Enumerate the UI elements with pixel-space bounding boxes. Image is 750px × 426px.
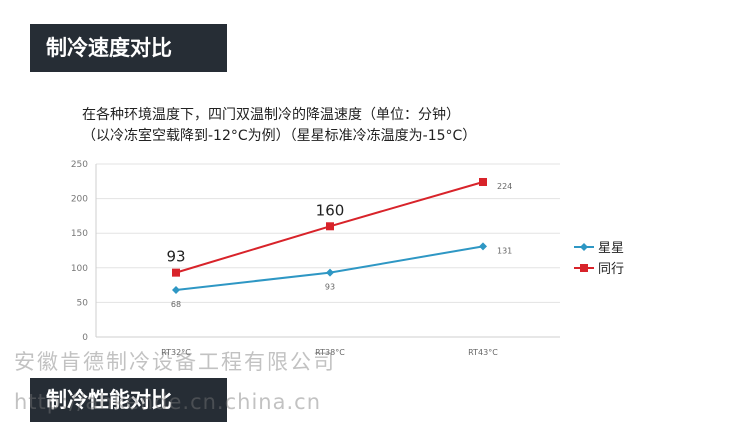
chart-heading-line-1: 在各种环境温度下，四门双温制冷的降温速度（单位：分钟） bbox=[82, 107, 460, 123]
chart-heading-line-2: （以冷冻室空载降到-12°C为例）（星星标准冷冻温度为-15°C） bbox=[82, 128, 477, 144]
data-label-s0-1: 93 bbox=[325, 283, 335, 292]
y-tick-label-150: 150 bbox=[71, 229, 88, 239]
section-banner-cooling-speed: 制冷速度对比 bbox=[30, 24, 227, 72]
legend-marker-0 bbox=[580, 243, 588, 251]
data-label-s0-0: 68 bbox=[171, 300, 181, 309]
y-tick-label-50: 50 bbox=[77, 298, 89, 308]
data-point-s1-2 bbox=[479, 177, 487, 186]
data-label-s1-0: 93 bbox=[166, 248, 185, 266]
data-point-s0-1 bbox=[326, 268, 334, 277]
legend-label-1: 同行 bbox=[598, 262, 624, 277]
y-tick-label-0: 0 bbox=[82, 333, 88, 343]
section-banner-cooling-speed-label: 制冷速度对比 bbox=[46, 35, 172, 60]
data-point-s1-1 bbox=[326, 222, 334, 231]
x-tick-label-1: RT38°C bbox=[315, 348, 345, 357]
watermark-company: 安徽肯德制冷设备工程有限公司 bbox=[14, 350, 336, 374]
legend-label-0: 星星 bbox=[598, 241, 624, 256]
data-label-s1-2: 224 bbox=[497, 182, 512, 191]
section-banner-cooling-performance-label: 制冷性能对比 bbox=[46, 387, 172, 412]
legend-marker-1 bbox=[580, 264, 588, 272]
chart-axes: 0 50 100 150 200 250 RT32°C RT38°C RT43°C bbox=[71, 160, 560, 357]
section-banner-cooling-performance: 制冷性能对比 bbox=[30, 378, 227, 422]
data-point-s1-0 bbox=[172, 268, 180, 277]
x-tick-label-2: RT43°C bbox=[468, 348, 498, 357]
y-tick-label-200: 200 bbox=[71, 195, 88, 205]
watermark-url: http://ahkende.cn.china.cn bbox=[14, 390, 322, 414]
data-label-s0-2: 131 bbox=[497, 246, 512, 255]
y-tick-label-250: 250 bbox=[71, 160, 88, 170]
data-label-s1-1: 160 bbox=[316, 201, 345, 219]
y-tick-label-100: 100 bbox=[71, 264, 88, 274]
data-point-s0-0 bbox=[172, 285, 180, 294]
chart-grid bbox=[96, 163, 560, 303]
chart-series: 68 93 131 93 160 224 bbox=[166, 177, 512, 309]
x-tick-label-0: RT32°C bbox=[161, 348, 191, 357]
data-point-s0-2 bbox=[479, 242, 487, 251]
